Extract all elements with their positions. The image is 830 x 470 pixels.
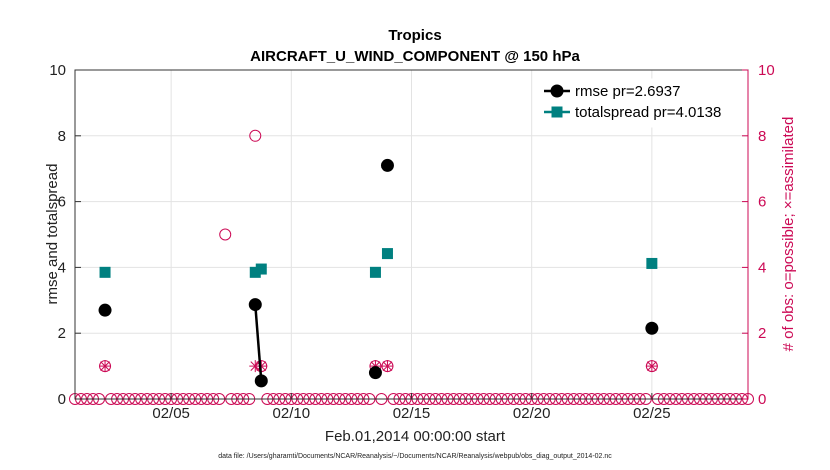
rmse-point: [254, 374, 268, 388]
totalspread-point: [646, 257, 658, 269]
y-tick-label-right: 0: [758, 391, 766, 408]
y-axis-label-right: # of obs: o=possible; ×=assimilated: [780, 117, 797, 352]
y-tick-label-right: 6: [758, 194, 766, 211]
legend-rmse-marker: [550, 84, 564, 98]
chart-title: Tropics: [388, 27, 441, 44]
x-tick-label: 02/20: [513, 405, 551, 422]
y-axis-label-left: rmse and totalspread: [44, 164, 61, 305]
axis-ticks: 02/05 02/10 02/15 02/20 02/25 0 2 4 6 8 10 0 2 4 6 8 10: [49, 62, 774, 422]
rmse-point: [645, 321, 659, 335]
totalspread-point: [99, 266, 111, 278]
y-tick-label-right: 8: [758, 128, 766, 145]
legend-spread-label: totalspread pr=4.0138: [575, 104, 721, 121]
x-axis-label: Feb.01,2014 00:00:00 start: [325, 428, 506, 445]
legend: rmse pr=2.6937 totalspread pr=4.0138: [537, 78, 745, 128]
rmse-point: [98, 303, 112, 317]
totalspread-point: [369, 266, 381, 278]
rmse-point: [368, 366, 382, 380]
y-tick-label-right: 10: [758, 62, 775, 79]
y-tick-label-left: 2: [58, 325, 66, 342]
y-tick-label-right: 2: [758, 325, 766, 342]
totalspread-point: [249, 266, 261, 278]
series-markers: [98, 158, 659, 388]
rmse-point: [248, 298, 262, 312]
x-tick-label: 02/15: [393, 405, 431, 422]
rmse-line: [254, 304, 263, 382]
legend-spread-marker: [551, 106, 563, 118]
legend-box: [537, 78, 745, 128]
totalspread-point: [255, 263, 267, 275]
chart-subtitle: AIRCRAFT_U_WIND_COMPONENT @ 150 hPa: [250, 48, 580, 65]
y-tick-label-left: 8: [58, 128, 66, 145]
obs-possible-marker: [249, 129, 262, 142]
y-tick-label-left: 10: [49, 62, 66, 79]
x-tick-label: 02/25: [633, 405, 671, 422]
totalspread-point: [381, 248, 393, 260]
legend-rmse-label: rmse pr=2.6937: [575, 83, 680, 100]
x-tick-label: 02/05: [152, 405, 190, 422]
obs-possible-marker: [219, 228, 232, 241]
y-tick-label-left: 4: [58, 259, 66, 276]
y-tick-label-left: 6: [58, 194, 66, 211]
y-tick-label-left: 0: [58, 391, 66, 408]
data-file-footnote: data file: /Users/gharamti/Documents/NCA…: [218, 453, 612, 460]
y-tick-label-right: 4: [758, 259, 766, 276]
rmse-point: [380, 158, 394, 172]
x-tick-label: 02/10: [273, 405, 311, 422]
